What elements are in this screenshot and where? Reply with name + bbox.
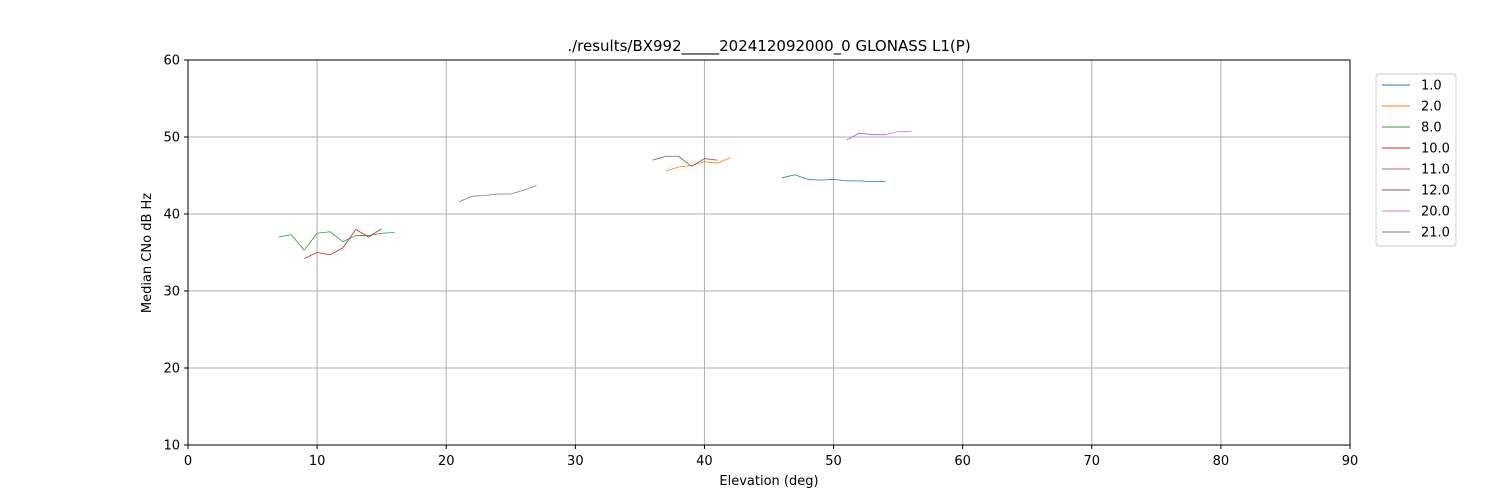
y-tick-label: 50 <box>163 131 180 146</box>
y-tick-label: 30 <box>163 285 180 300</box>
x-tick-label: 40 <box>696 454 713 469</box>
legend-label: 21.0 <box>1421 226 1450 241</box>
y-tick-label: 40 <box>163 208 180 223</box>
chart-title: ./results/BX992_____202412092000_0 GLONA… <box>567 37 970 56</box>
plot-frame <box>187 59 1351 446</box>
x-tick-label: 0 <box>184 454 192 469</box>
y-tick-label: 60 <box>163 54 180 69</box>
x-tick-label: 10 <box>309 454 326 469</box>
legend-label: 10.0 <box>1421 142 1450 157</box>
x-tick-label: 20 <box>438 454 455 469</box>
legend-label: 1.0 <box>1421 79 1442 94</box>
legend-box <box>1375 73 1457 247</box>
legend-label: 11.0 <box>1421 163 1450 178</box>
y-tick-label: 10 <box>163 439 180 454</box>
series-line-11-0 <box>846 132 886 141</box>
x-tick-label: 90 <box>1342 454 1359 469</box>
legend-label: 8.0 <box>1421 121 1442 136</box>
legend: 1.0 2.0 8.0 10.0 11.0 12.0 20.0 21.0 <box>1375 73 1457 247</box>
series-line-2-0 <box>665 157 731 172</box>
series-line-12-0 <box>652 155 718 167</box>
series-line-20-0 <box>885 131 912 136</box>
y-tick-label: 20 <box>163 362 180 377</box>
legend-label: 20.0 <box>1421 205 1450 220</box>
x-tick-label: 80 <box>1213 454 1230 469</box>
x-tick-label: 60 <box>954 454 971 469</box>
legend-label: 12.0 <box>1421 184 1450 199</box>
x-axis-ticks: 0 10 20 30 40 50 60 70 80 90 <box>184 445 1358 469</box>
series-line-21-0 <box>458 185 537 203</box>
y-axis-ticks: 10 20 30 40 50 60 <box>163 54 188 454</box>
x-axis-label: Elevation (deg) <box>719 474 818 489</box>
x-tick-label: 30 <box>567 454 584 469</box>
series-line-8-0 <box>278 231 395 251</box>
series-line-10-0 <box>304 228 382 260</box>
y-axis-label: Median CNo dB Hz <box>140 193 155 313</box>
x-tick-label: 50 <box>825 454 842 469</box>
series-line-1-0 <box>781 174 886 183</box>
series-layer <box>278 131 912 260</box>
legend-label: 2.0 <box>1421 100 1442 115</box>
x-tick-label: 70 <box>1084 454 1101 469</box>
